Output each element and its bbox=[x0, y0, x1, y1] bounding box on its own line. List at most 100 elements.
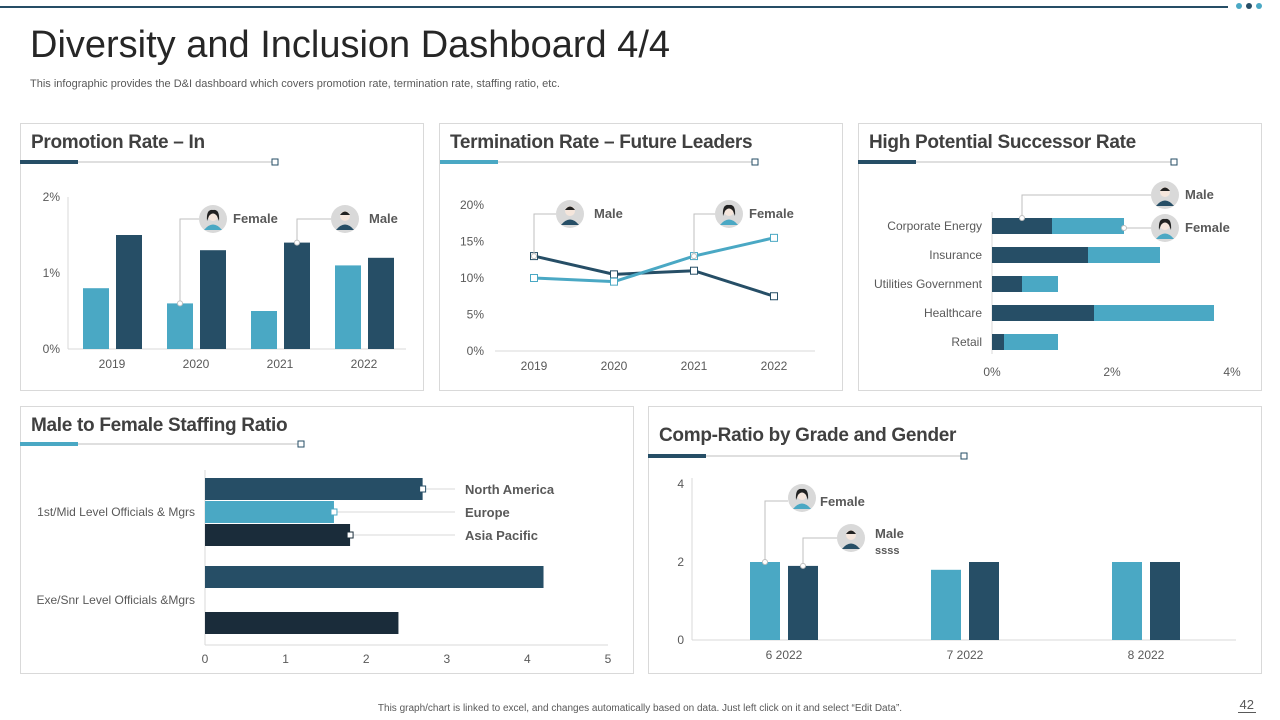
bar-female bbox=[750, 562, 780, 640]
y-tick-label: Utilities Government bbox=[874, 277, 983, 291]
female-callout-leader bbox=[693, 213, 716, 257]
x-tick-label: 2021 bbox=[681, 359, 708, 373]
panel-title: Termination Rate – Future Leaders bbox=[450, 132, 753, 153]
female-avatar-icon-body bbox=[793, 503, 811, 509]
male-callout-leader bbox=[1021, 194, 1151, 218]
female-avatar-icon-body bbox=[720, 219, 738, 225]
legend-male: Male bbox=[875, 526, 904, 541]
bar-male bbox=[788, 565, 818, 640]
bar-asia-pacific bbox=[205, 612, 399, 634]
legend-asia-pacific: Asia Pacific bbox=[465, 528, 538, 543]
x-tick-label: 2022 bbox=[761, 359, 788, 373]
page-number: 42 bbox=[1237, 697, 1256, 713]
x-tick-label: 7 2022 bbox=[947, 648, 984, 662]
male-callout-leader bbox=[533, 213, 556, 257]
x-tick-label: 4% bbox=[1223, 365, 1241, 379]
bar-asia-pacific bbox=[205, 524, 351, 546]
title-underline-square bbox=[960, 452, 968, 460]
bar-female bbox=[1088, 247, 1160, 263]
male-avatar-icon-hair bbox=[340, 211, 350, 215]
y-tick-label: 20% bbox=[460, 198, 484, 212]
male-avatar-icon-body bbox=[1156, 200, 1174, 206]
male-avatar-icon-body bbox=[842, 543, 860, 549]
bar-male bbox=[284, 242, 310, 349]
line-female bbox=[533, 236, 775, 284]
bar-male bbox=[969, 562, 999, 640]
x-tick-label: 5 bbox=[605, 652, 612, 666]
male-avatar-icon-hair bbox=[1160, 187, 1170, 191]
title-underline-square bbox=[271, 158, 279, 166]
x-tick-label: 2 bbox=[363, 652, 370, 666]
y-tick-label: Insurance bbox=[929, 248, 982, 262]
line-male bbox=[533, 254, 775, 298]
x-tick-label: 2022 bbox=[351, 357, 378, 371]
x-tick-label: 3 bbox=[443, 652, 450, 666]
point-male bbox=[610, 270, 618, 279]
y-tick-label: 5% bbox=[467, 308, 485, 322]
bar-north-america bbox=[205, 566, 544, 588]
x-tick-label: 4 bbox=[524, 652, 531, 666]
female-avatar-icon-hair bbox=[1158, 218, 1172, 230]
title-underline-square bbox=[751, 158, 759, 166]
male-callout-dot bbox=[294, 239, 300, 246]
decor-dots bbox=[1236, 3, 1262, 9]
title-underline-bar bbox=[648, 454, 706, 458]
legend-female: Female bbox=[820, 494, 865, 509]
legend-annotation: ssss bbox=[875, 545, 899, 557]
bar-male bbox=[992, 334, 1004, 350]
female-avatar-icon-hair bbox=[795, 488, 809, 500]
bar-female bbox=[1004, 334, 1058, 350]
bar-female bbox=[1022, 276, 1058, 292]
bar-male bbox=[116, 235, 142, 349]
legend-north-america: North America bbox=[465, 482, 555, 497]
x-tick-label: 2020 bbox=[183, 357, 210, 371]
y-tick-label: Exe/Snr Level Officials &Mgrs bbox=[36, 593, 195, 607]
bar-female bbox=[1112, 562, 1142, 640]
legend-male: Male bbox=[369, 211, 398, 226]
panel-termination-rate: Termination Rate – Future Leaders bbox=[439, 123, 843, 391]
point-female bbox=[610, 277, 618, 286]
legend-female: Female bbox=[1185, 220, 1230, 235]
bar-europe bbox=[205, 501, 334, 523]
x-tick-label: 2019 bbox=[99, 357, 126, 371]
point-female bbox=[770, 233, 778, 242]
male-callout-leader bbox=[296, 218, 331, 243]
female-avatar-icon-hair bbox=[206, 209, 220, 221]
legend-male: Male bbox=[1185, 187, 1214, 202]
bar-male bbox=[200, 250, 226, 349]
legend-male: Male bbox=[594, 206, 623, 221]
y-tick-label: 0 bbox=[677, 633, 684, 647]
legend-marker bbox=[419, 485, 427, 493]
title-underline-square bbox=[1170, 158, 1178, 166]
title-underline-bar bbox=[20, 442, 78, 446]
female-avatar-icon-body bbox=[204, 224, 222, 230]
male-avatar-icon-body bbox=[336, 224, 354, 230]
female-callout-dot bbox=[762, 559, 768, 565]
legend-marker bbox=[330, 508, 338, 516]
bar-male bbox=[992, 276, 1022, 292]
female-avatar-icon-hair bbox=[722, 204, 736, 216]
bar-male bbox=[992, 247, 1088, 263]
female-callout-leader bbox=[179, 218, 200, 304]
female-callout-dot bbox=[691, 253, 697, 260]
x-tick-label: 6 2022 bbox=[766, 648, 803, 662]
y-tick-label: Healthcare bbox=[924, 306, 982, 320]
bar-north-america bbox=[205, 478, 423, 500]
legend-marker bbox=[346, 531, 354, 539]
x-tick-label: 0% bbox=[983, 365, 1001, 379]
bar-male bbox=[992, 305, 1094, 321]
female-avatar-icon-body bbox=[1156, 233, 1174, 239]
male-callout-dot bbox=[1019, 215, 1025, 221]
x-tick-label: 2020 bbox=[601, 359, 628, 373]
legend-europe: Europe bbox=[465, 505, 510, 520]
female-callout-dot bbox=[177, 300, 183, 307]
title-underline-bar bbox=[440, 160, 498, 164]
top-rule bbox=[0, 6, 1228, 8]
bar-female bbox=[335, 265, 361, 349]
y-tick-label: Retail bbox=[951, 335, 982, 349]
bar-female bbox=[167, 303, 193, 349]
male-callout-leader bbox=[802, 537, 837, 566]
page-title: Diversity and Inclusion Dashboard 4/4 bbox=[30, 24, 671, 66]
bar-female bbox=[251, 311, 277, 349]
legend-female: Female bbox=[749, 206, 794, 221]
